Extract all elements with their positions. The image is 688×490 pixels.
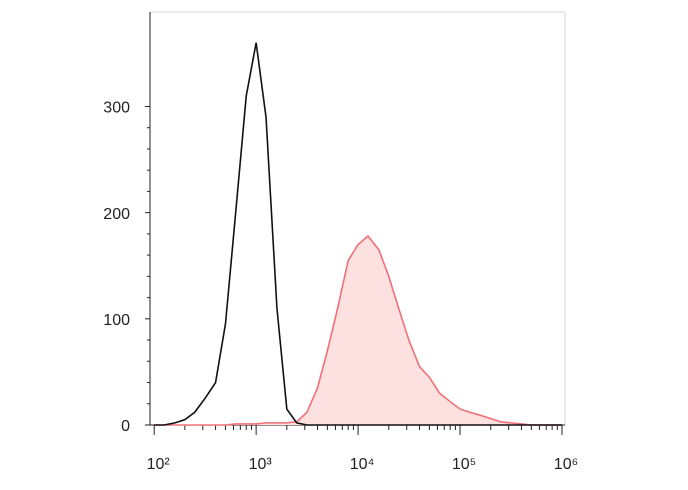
x-tick-label: 10⁵: [452, 456, 476, 473]
x-tick-label: 10⁶: [554, 456, 578, 473]
x-tick-label: 10⁴: [350, 456, 375, 473]
y-tick-label: 300: [103, 100, 130, 117]
series-line: [154, 42, 563, 426]
y-tick-label: 100: [103, 312, 130, 329]
x-tick-label: 10³: [249, 456, 273, 473]
area-fill: [154, 236, 563, 425]
series-line: [154, 234, 563, 426]
x-tick-label: 10²: [147, 456, 171, 473]
y-tick-label: 0: [121, 418, 130, 435]
y-tick-label: 200: [103, 206, 130, 223]
